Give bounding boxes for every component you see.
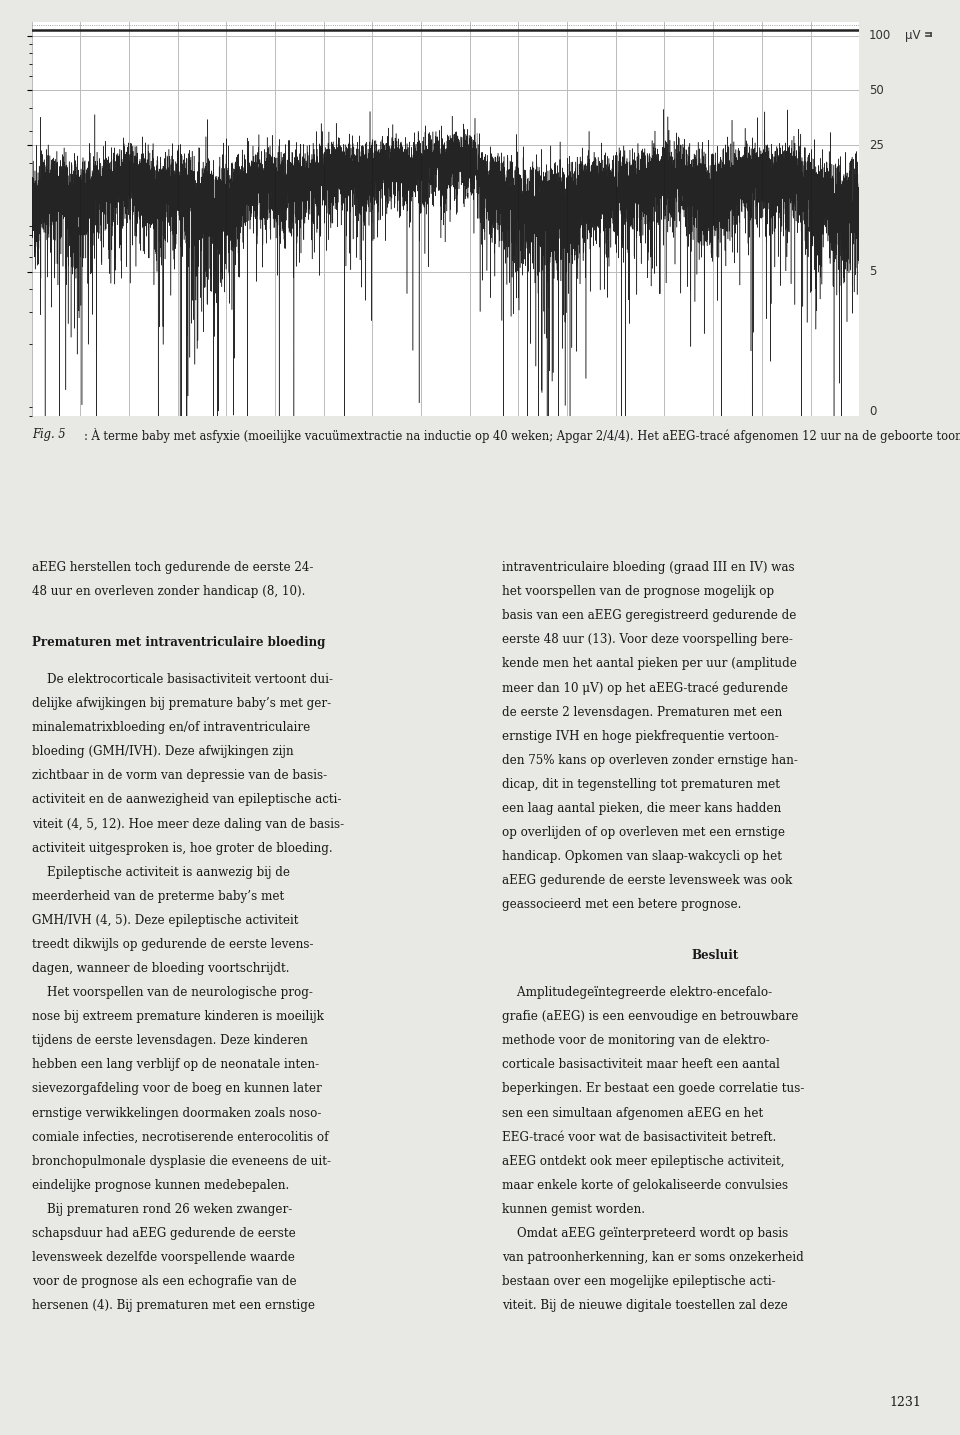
Text: 48 uur en overleven zonder handicap (8, 10).: 48 uur en overleven zonder handicap (8, … — [32, 585, 305, 598]
Text: bronchopulmonale dysplasie die eveneens de uit-: bronchopulmonale dysplasie die eveneens … — [32, 1155, 330, 1168]
Text: corticale basisactiviteit maar heeft een aantal: corticale basisactiviteit maar heeft een… — [501, 1059, 780, 1072]
Text: 1231: 1231 — [890, 1396, 922, 1409]
Text: hersenen (4). Bij prematuren met een ernstige: hersenen (4). Bij prematuren met een ern… — [32, 1299, 315, 1312]
Text: bestaan over een mogelijke epileptische acti-: bestaan over een mogelijke epileptische … — [501, 1276, 776, 1289]
Text: delijke afwijkingen bij premature baby’s met ger-: delijke afwijkingen bij premature baby’s… — [32, 697, 331, 710]
Text: eerste 48 uur (13). Voor deze voorspelling bere-: eerste 48 uur (13). Voor deze voorspelli… — [501, 633, 792, 646]
Text: eindelijke prognose kunnen medebepalen.: eindelijke prognose kunnen medebepalen. — [32, 1178, 289, 1192]
Text: den 75% kans op overleven zonder ernstige han-: den 75% kans op overleven zonder ernstig… — [501, 753, 798, 766]
Text: dicap, dit in tegenstelling tot prematuren met: dicap, dit in tegenstelling tot prematur… — [501, 778, 780, 791]
Text: Besluit: Besluit — [691, 949, 738, 961]
Text: tijdens de eerste levensdagen. Deze kinderen: tijdens de eerste levensdagen. Deze kind… — [32, 1035, 307, 1048]
Text: 50: 50 — [869, 85, 883, 98]
Text: schapsduur had aEEG gedurende de eerste: schapsduur had aEEG gedurende de eerste — [32, 1227, 296, 1240]
Text: Prematuren met intraventriculaire bloeding: Prematuren met intraventriculaire bloedi… — [32, 636, 325, 649]
Text: dagen, wanneer de bloeding voortschrijdt.: dagen, wanneer de bloeding voortschrijdt… — [32, 961, 289, 974]
Text: beperkingen. Er bestaat een goede correlatie tus-: beperkingen. Er bestaat een goede correl… — [501, 1082, 804, 1095]
Text: handicap. Opkomen van slaap-wakcycli op het: handicap. Opkomen van slaap-wakcycli op … — [501, 850, 781, 862]
Text: 5: 5 — [869, 265, 876, 278]
Text: een laag aantal pieken, die meer kans hadden: een laag aantal pieken, die meer kans ha… — [501, 802, 780, 815]
Text: aEEG herstellen toch gedurende de eerste 24-: aEEG herstellen toch gedurende de eerste… — [32, 561, 313, 574]
Text: minalematrixbloeding en/of intraventriculaire: minalematrixbloeding en/of intraventricu… — [32, 722, 310, 735]
Text: de eerste 2 levensdagen. Prematuren met een: de eerste 2 levensdagen. Prematuren met … — [501, 706, 781, 719]
Text: Bij prematuren rond 26 weken zwanger-: Bij prematuren rond 26 weken zwanger- — [32, 1203, 292, 1215]
Text: meer dan 10 μV) op het aEEG-tracé gedurende: meer dan 10 μV) op het aEEG-tracé gedure… — [501, 682, 787, 695]
Text: zichtbaar in de vorm van depressie van de basis-: zichtbaar in de vorm van depressie van d… — [32, 769, 326, 782]
Text: GMH/IVH (4, 5). Deze epileptische activiteit: GMH/IVH (4, 5). Deze epileptische activi… — [32, 914, 299, 927]
Text: activiteit en de aanwezigheid van epileptische acti-: activiteit en de aanwezigheid van epilep… — [32, 794, 341, 806]
Text: Fig. 5: Fig. 5 — [32, 428, 65, 441]
Text: 25: 25 — [869, 139, 883, 152]
Text: sen een simultaan afgenomen aEEG en het: sen een simultaan afgenomen aEEG en het — [501, 1106, 763, 1119]
Text: EEG-tracé voor wat de basisactiviteit betreft.: EEG-tracé voor wat de basisactiviteit be… — [501, 1131, 776, 1144]
Text: kunnen gemist worden.: kunnen gemist worden. — [501, 1203, 644, 1215]
Text: voor de prognose als een echografie van de: voor de prognose als een echografie van … — [32, 1276, 297, 1289]
Text: viteit. Bij de nieuwe digitale toestellen zal deze: viteit. Bij de nieuwe digitale toestelle… — [501, 1299, 787, 1312]
Text: het voorspellen van de prognose mogelijk op: het voorspellen van de prognose mogelijk… — [501, 585, 774, 598]
Text: geassocieerd met een betere prognose.: geassocieerd met een betere prognose. — [501, 898, 741, 911]
Text: 0: 0 — [869, 405, 876, 419]
Text: ernstige verwikkelingen doormaken zoals noso-: ernstige verwikkelingen doormaken zoals … — [32, 1106, 321, 1119]
Text: sievezorgafdeling voor de boeg en kunnen later: sievezorgafdeling voor de boeg en kunnen… — [32, 1082, 322, 1095]
Text: aEEG ontdekt ook meer epileptische activiteit,: aEEG ontdekt ook meer epileptische activ… — [501, 1155, 784, 1168]
Text: methode voor de monitoring van de elektro-: methode voor de monitoring van de elektr… — [501, 1035, 769, 1048]
Text: ernstige IVH en hoge piekfrequentie vertoon-: ernstige IVH en hoge piekfrequentie vert… — [501, 729, 779, 743]
Text: Amplitudegeïntegreerde elektro-encefalo-: Amplitudegeïntegreerde elektro-encefalo- — [501, 986, 772, 999]
Text: bloeding (GMH/IVH). Deze afwijkingen zijn: bloeding (GMH/IVH). Deze afwijkingen zij… — [32, 745, 294, 758]
Text: Epileptische activiteit is aanwezig bij de: Epileptische activiteit is aanwezig bij … — [32, 865, 290, 878]
Text: van patroonherkenning, kan er soms onzekerheid: van patroonherkenning, kan er soms onzek… — [501, 1251, 804, 1264]
Text: basis van een aEEG geregistreerd gedurende de: basis van een aEEG geregistreerd geduren… — [501, 610, 796, 623]
Text: nose bij extreem premature kinderen is moeilijk: nose bij extreem premature kinderen is m… — [32, 1010, 324, 1023]
Text: De elektrocorticale basisactiviteit vertoont dui-: De elektrocorticale basisactiviteit vert… — [32, 673, 333, 686]
Text: : À terme baby met asfyxie (moeilijke vacuümextractie na inductie op 40 weken; A: : À terme baby met asfyxie (moeilijke va… — [84, 428, 960, 442]
Text: viteit (4, 5, 12). Hoe meer deze daling van de basis-: viteit (4, 5, 12). Hoe meer deze daling … — [32, 818, 344, 831]
Text: activiteit uitgesproken is, hoe groter de bloeding.: activiteit uitgesproken is, hoe groter d… — [32, 842, 332, 855]
Text: μV: μV — [905, 29, 921, 43]
Text: 100: 100 — [869, 29, 891, 43]
Text: comiale infecties, necrotiserende enterocolitis of: comiale infecties, necrotiserende entero… — [32, 1131, 328, 1144]
Text: hebben een lang verblijf op de neonatale inten-: hebben een lang verblijf op de neonatale… — [32, 1059, 319, 1072]
Text: maar enkele korte of gelokaliseerde convulsies: maar enkele korte of gelokaliseerde conv… — [501, 1178, 788, 1192]
Text: kende men het aantal pieken per uur (amplitude: kende men het aantal pieken per uur (amp… — [501, 657, 797, 670]
Text: meerderheid van de preterme baby’s met: meerderheid van de preterme baby’s met — [32, 890, 284, 903]
Text: Omdat aEEG geïnterpreteerd wordt op basis: Omdat aEEG geïnterpreteerd wordt op basi… — [501, 1227, 788, 1240]
Text: op overlijden of op overleven met een ernstige: op overlijden of op overleven met een er… — [501, 827, 784, 839]
Text: grafie (aEEG) is een eenvoudige en betrouwbare: grafie (aEEG) is een eenvoudige en betro… — [501, 1010, 798, 1023]
Text: aEEG gedurende de eerste levensweek was ook: aEEG gedurende de eerste levensweek was … — [501, 874, 792, 887]
Text: Het voorspellen van de neurologische prog-: Het voorspellen van de neurologische pro… — [32, 986, 313, 999]
Text: levensweek dezelfde voorspellende waarde: levensweek dezelfde voorspellende waarde — [32, 1251, 295, 1264]
Text: treedt dikwijls op gedurende de eerste levens-: treedt dikwijls op gedurende de eerste l… — [32, 938, 313, 951]
Text: intraventriculaire bloeding (graad III en IV) was: intraventriculaire bloeding (graad III e… — [501, 561, 794, 574]
